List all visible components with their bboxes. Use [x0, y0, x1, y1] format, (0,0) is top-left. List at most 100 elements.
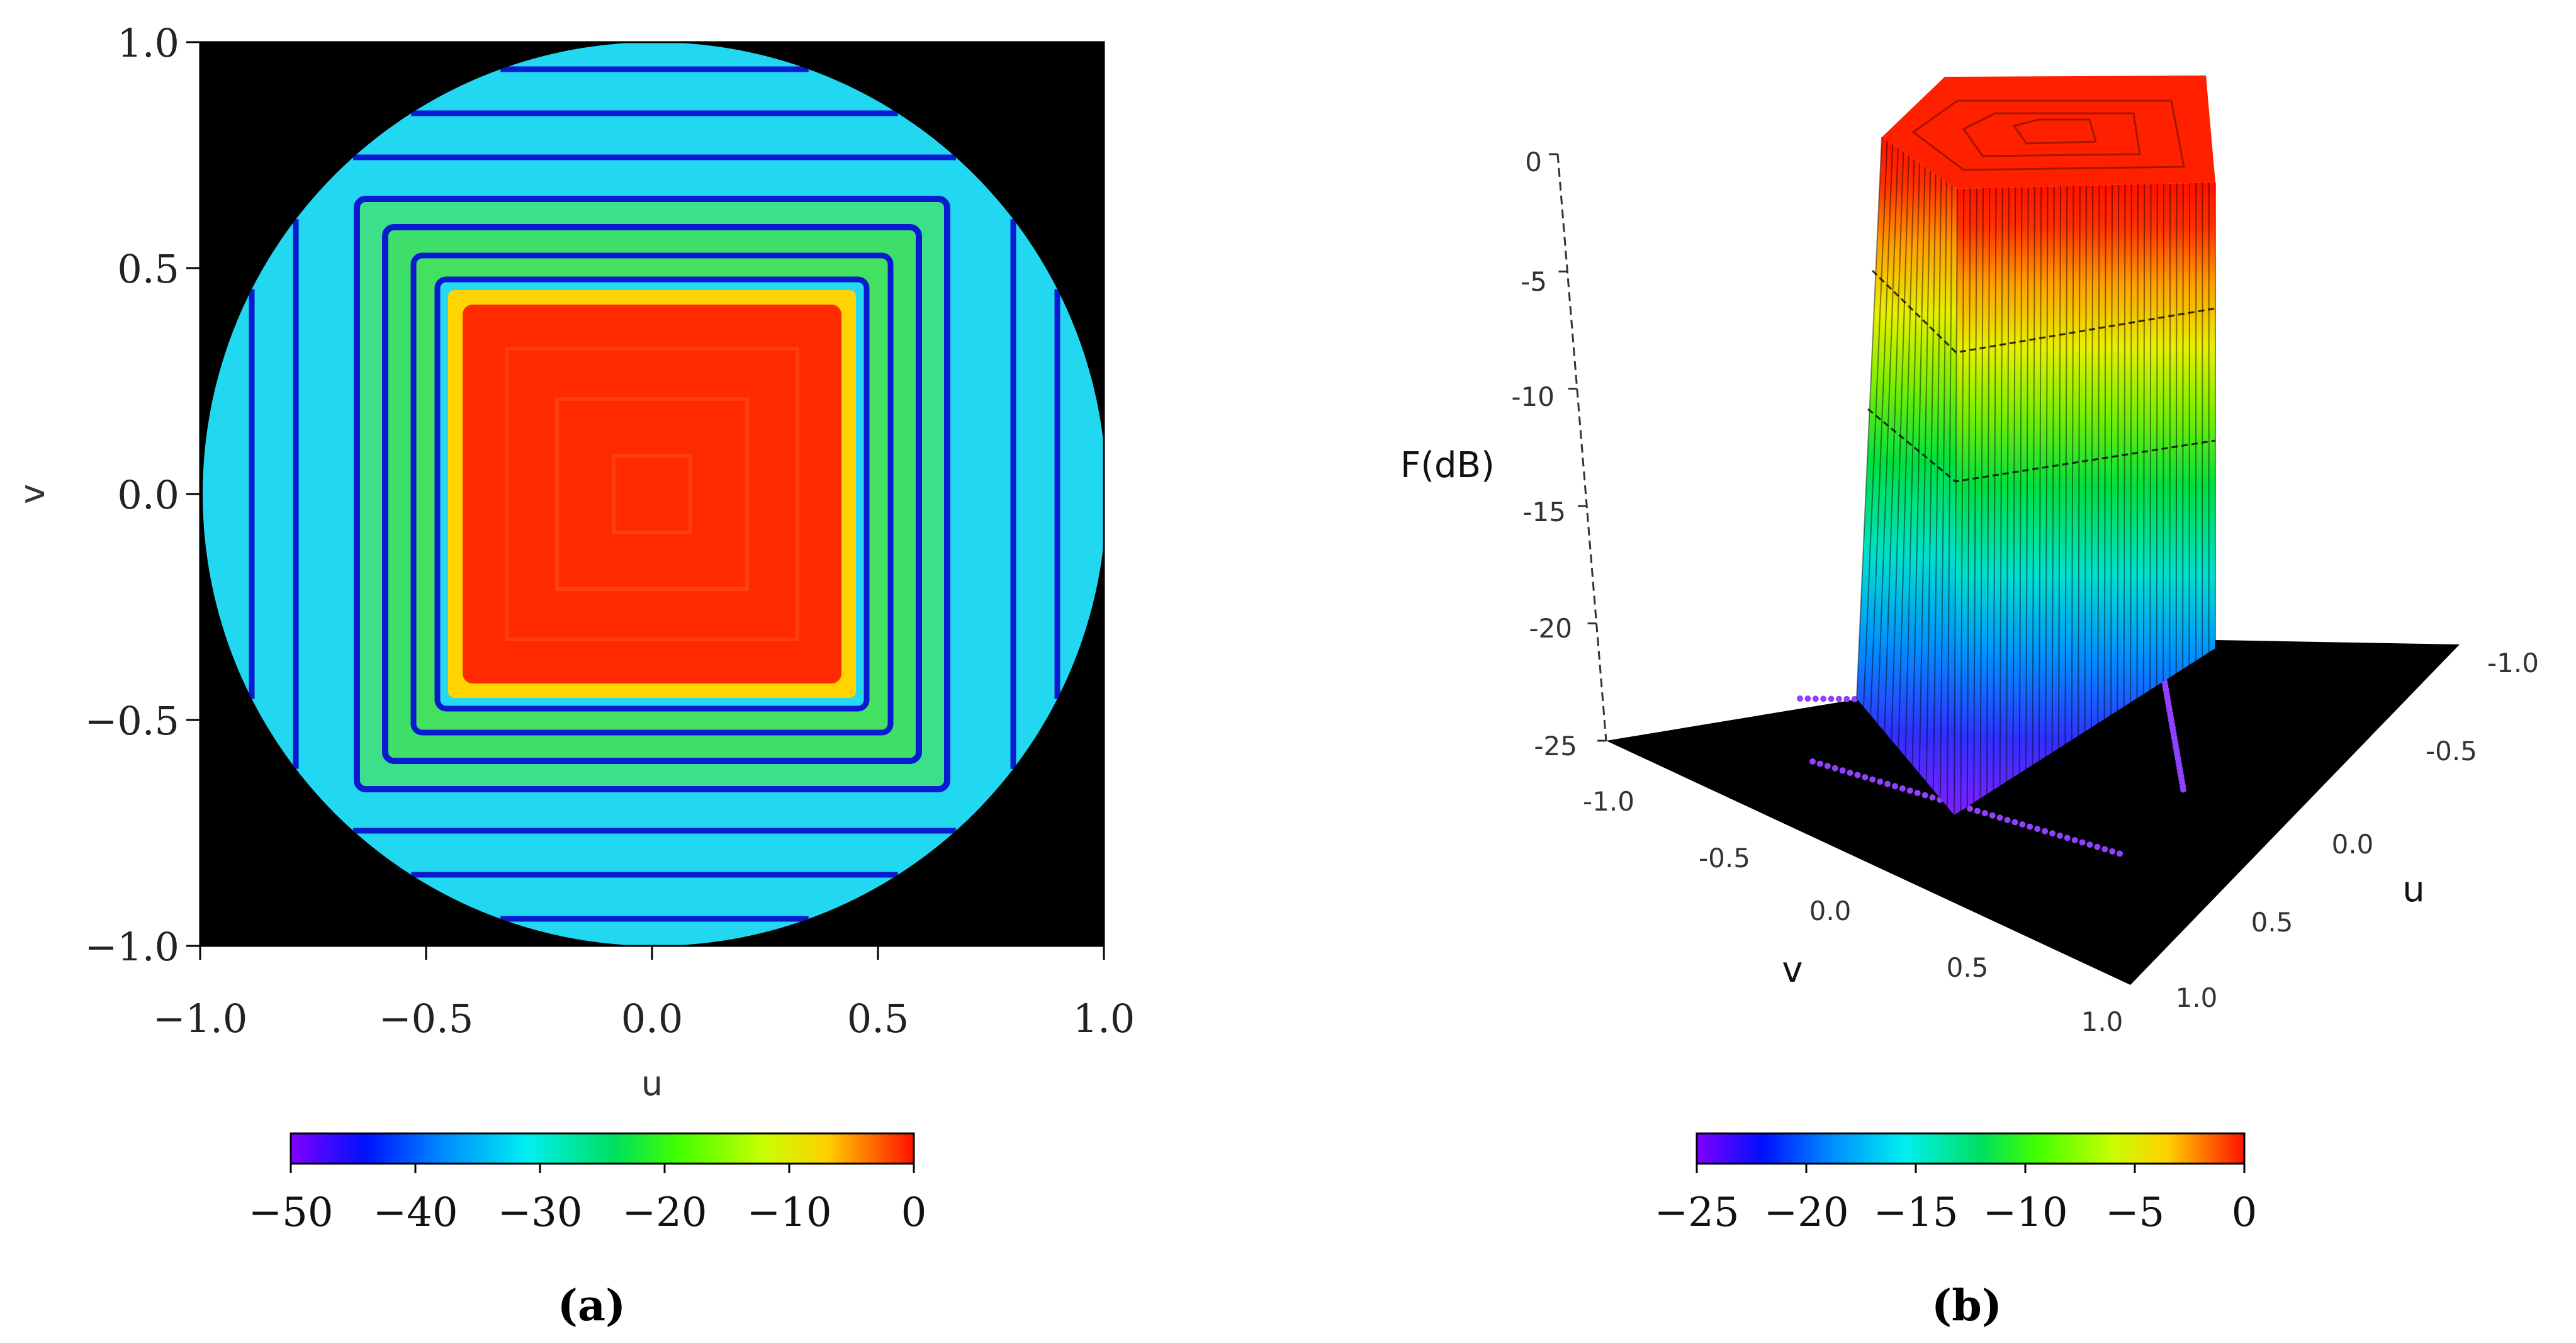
sidelobe-dot: [2056, 832, 2063, 839]
sidelobe-dot: [1812, 695, 1819, 702]
sidelobe-dot: [1967, 806, 1973, 812]
sidelobe-dot: [2049, 830, 2056, 837]
y-tick-label: 0.0: [117, 472, 179, 518]
sidelobe-dot: [1906, 787, 1913, 794]
y-tick-label: 1.0: [117, 20, 179, 66]
x-tick-label: 1.0: [1073, 996, 1135, 1042]
panel-b-surface: 0 -5 -10 -15 -20 -25 F(dB) -1.0 -0.5 0.0…: [1400, 76, 2539, 1331]
u-tick-label: -1.0: [2487, 648, 2539, 678]
colorbar-tick-label: −25: [1654, 1189, 1739, 1236]
v-tick-label: -0.5: [1699, 843, 1750, 874]
sidelobe-dot: [2086, 841, 2093, 848]
colorbar-tick-label: −15: [1873, 1189, 1958, 1236]
colorbar-tick-label: 0: [2232, 1189, 2258, 1236]
visible-region: [203, 42, 1104, 946]
sidelobe-dot: [2027, 823, 2033, 830]
colorbar-tick-label: −30: [497, 1189, 582, 1236]
panel-label-b: (b): [1932, 1281, 2002, 1331]
sidelobe-dot: [1862, 774, 1869, 780]
sidelobe-dot: [1843, 695, 1850, 702]
colorbar-a-labels: −50 −40 −30 −20 −10 0: [248, 1189, 926, 1236]
x-tick-label: −0.5: [379, 996, 474, 1042]
beam-right-face: [1954, 183, 2215, 815]
z-tick-label: -25: [1534, 731, 1577, 761]
sidelobe-dot: [1847, 769, 1853, 776]
sidelobe-dot: [1839, 767, 1846, 774]
sidelobe-dot: [1797, 695, 1803, 702]
sidelobe-dot: [1869, 776, 1876, 783]
sidelobe-dot: [1989, 812, 1996, 819]
colorbar-b-labels: −25 −20 −15 −10 −5 0: [1654, 1189, 2257, 1236]
colorbar-b-ticks: [1696, 1164, 2246, 1173]
axis-ticks: [186, 41, 1105, 960]
sidelobe-dot: [1981, 810, 1988, 817]
v-tick-label: -1.0: [1583, 786, 1634, 817]
u-tick-label: 1.0: [2176, 982, 2218, 1013]
z-axis-ticks: [1549, 153, 1606, 742]
y-tick-label: −1.0: [84, 924, 179, 970]
floor-plane: [1606, 640, 2460, 985]
sidelobe-dot: [1824, 763, 1831, 770]
sidelobe-dot: [2117, 850, 2123, 857]
sidelobe-dot: [1809, 758, 1816, 765]
x-tick-labels: −1.0 −0.5 0.0 0.5 1.0: [153, 996, 1135, 1042]
sidelobe-dot: [1854, 772, 1861, 778]
y-tick-label: −0.5: [84, 698, 179, 744]
y-axis-label: v: [13, 484, 52, 504]
surface-mesh: [1856, 137, 2216, 816]
u-tick-label: 0.0: [2332, 829, 2374, 860]
colorbar-tick-label: −50: [248, 1189, 333, 1236]
sidelobe-dot: [1891, 783, 1898, 790]
colorbar-b: [1696, 1132, 2246, 1165]
sidelobe-dot: [1884, 780, 1891, 787]
sidelobe-dot: [1820, 695, 1827, 702]
sidelobe-dot: [1899, 785, 1906, 792]
sidelobe-dot: [2109, 848, 2116, 855]
v-tick-label: 0.5: [1947, 952, 1989, 983]
sidelobe-dot: [1831, 765, 1838, 772]
colorbar-tick-label: −20: [1763, 1189, 1848, 1236]
sidelobe-dot: [1816, 760, 1823, 767]
sidelobe-dot: [1974, 807, 1981, 814]
u-axis-label: u: [2402, 869, 2425, 910]
sidelobe-dot: [1851, 695, 1858, 702]
colorbar-tick-label: −20: [622, 1189, 707, 1236]
sidelobe-dot: [1828, 695, 1835, 702]
sidelobe-dot: [2019, 821, 2026, 828]
y-tick-label: 0.5: [117, 246, 179, 292]
sidelobe-dot: [2079, 839, 2086, 846]
sidelobe-dot: [2064, 834, 2071, 841]
y-tick-labels: 1.0 0.5 0.0 −0.5 −1.0: [84, 20, 179, 970]
x-tick-label: 0.5: [847, 996, 909, 1042]
v-axis-label: v: [1782, 950, 1803, 991]
sidelobe-dot: [2180, 786, 2187, 793]
colorbar-tick-label: 0: [901, 1189, 927, 1236]
colorbar-tick-label: −40: [373, 1189, 458, 1236]
sidelobe-dot: [2101, 846, 2108, 853]
colorbar-a: [290, 1132, 915, 1165]
sidelobe-dot: [2011, 819, 2018, 826]
sidelobe-dot: [1804, 695, 1811, 702]
sidelobe-dot: [2071, 837, 2078, 843]
sidelobe-dot: [2042, 828, 2049, 834]
panel-label-a: (a): [558, 1281, 626, 1331]
z-tick-label: -5: [1521, 266, 1547, 297]
z-tick-label: -20: [1529, 613, 1572, 644]
sidelobe-stripes: [249, 66, 1060, 922]
v-tick-label: 0.0: [1809, 896, 1852, 926]
sidelobe-dot: [1877, 778, 1884, 785]
surface-contours: [1867, 269, 2216, 483]
colorbar-tick-label: −10: [1983, 1189, 2067, 1236]
sidelobe-dot: [1929, 794, 1936, 801]
beam-top-face: [1882, 76, 2215, 189]
z-tick-label: -10: [1511, 381, 1555, 412]
z-axis-line: [1556, 154, 1607, 741]
z-tick-label: 0: [1525, 147, 1542, 177]
sidelobe-dot: [1914, 790, 1921, 796]
z-tick-labels: 0 -5 -10 -15 -20 -25: [1511, 147, 1577, 761]
sidelobe-dot: [2094, 843, 2101, 850]
v-tick-labels: -1.0 -0.5 0.0 0.5 1.0: [1583, 786, 2123, 1037]
u-tick-labels: -1.0 -0.5 0.0 0.5 1.0: [2176, 648, 2539, 1013]
panel-a-heatmap: −1.0 −0.5 0.0 0.5 1.0 1.0 0.5 0.0 −0.5 −…: [13, 20, 1135, 1331]
